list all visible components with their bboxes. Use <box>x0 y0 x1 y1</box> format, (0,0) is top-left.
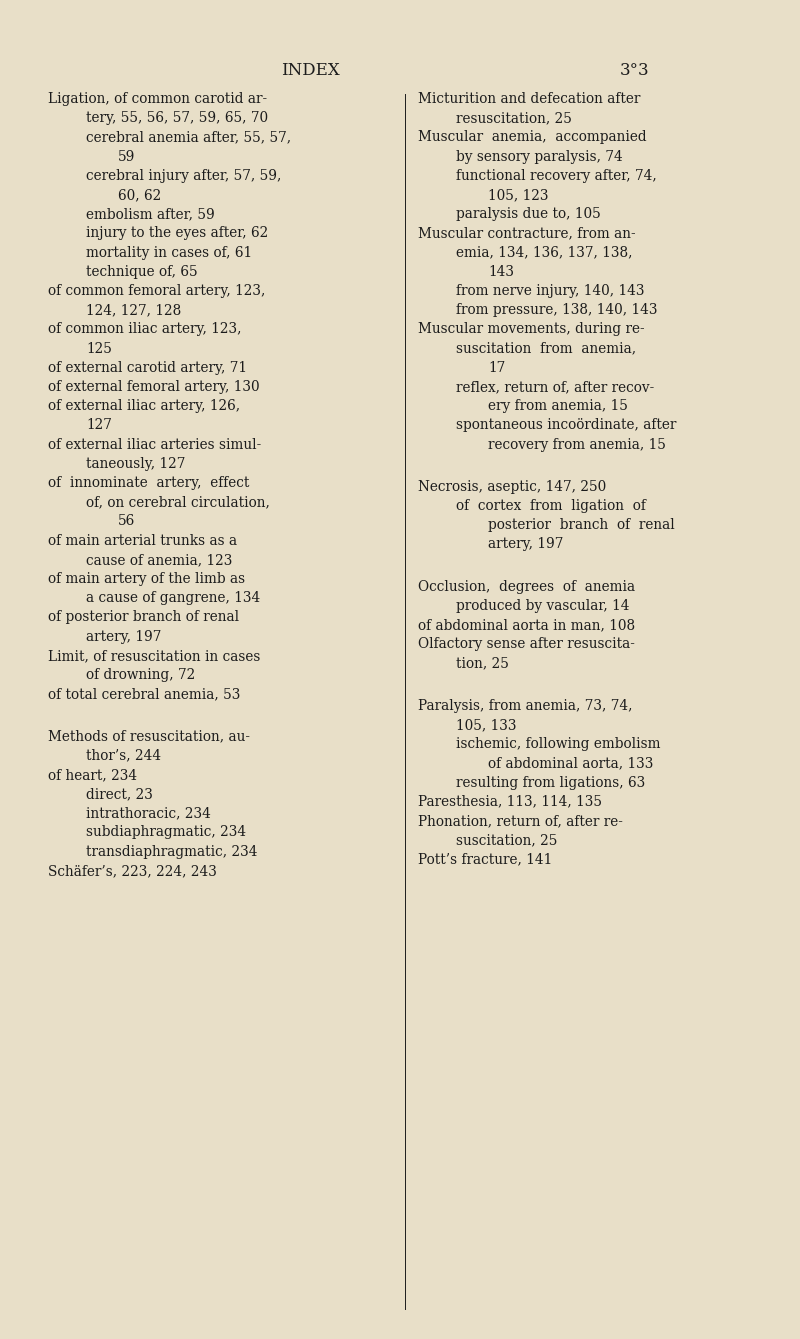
Text: resulting from ligations, 63: resulting from ligations, 63 <box>456 775 646 790</box>
Text: injury to the eyes after, 62: injury to the eyes after, 62 <box>86 226 268 241</box>
Text: ery from anemia, 15: ery from anemia, 15 <box>488 399 628 414</box>
Text: 127: 127 <box>86 418 112 432</box>
Text: 60, 62: 60, 62 <box>118 187 162 202</box>
Text: of external iliac arteries simul-: of external iliac arteries simul- <box>48 438 262 451</box>
Text: Paresthesia, 113, 114, 135: Paresthesia, 113, 114, 135 <box>418 795 602 809</box>
Text: tion, 25: tion, 25 <box>456 656 509 671</box>
Text: paralysis due to, 105: paralysis due to, 105 <box>456 208 601 221</box>
Text: recovery from anemia, 15: recovery from anemia, 15 <box>488 438 666 451</box>
Text: suscitation, 25: suscitation, 25 <box>456 833 558 848</box>
Text: 124, 127, 128: 124, 127, 128 <box>86 303 182 317</box>
Text: of abdominal aorta, 133: of abdominal aorta, 133 <box>488 757 654 770</box>
Text: of common iliac artery, 123,: of common iliac artery, 123, <box>48 323 242 336</box>
Text: spontaneous incoördinate, after: spontaneous incoördinate, after <box>456 418 676 432</box>
Text: of total cerebral anemia, 53: of total cerebral anemia, 53 <box>48 687 240 702</box>
Text: embolism after, 59: embolism after, 59 <box>86 208 214 221</box>
Text: cerebral anemia after, 55, 57,: cerebral anemia after, 55, 57, <box>86 130 291 145</box>
Text: of heart, 234: of heart, 234 <box>48 767 137 782</box>
Text: cerebral injury after, 57, 59,: cerebral injury after, 57, 59, <box>86 169 282 183</box>
Text: mortality in cases of, 61: mortality in cases of, 61 <box>86 245 252 260</box>
Text: suscitation  from  anemia,: suscitation from anemia, <box>456 341 636 356</box>
Text: of main artery of the limb as: of main artery of the limb as <box>48 572 245 586</box>
Text: Muscular movements, during re-: Muscular movements, during re- <box>418 323 645 336</box>
Text: of abdominal aorta in man, 108: of abdominal aorta in man, 108 <box>418 619 635 632</box>
Text: Phonation, return of, after re-: Phonation, return of, after re- <box>418 814 623 828</box>
Text: INDEX: INDEX <box>281 62 339 79</box>
Text: 17: 17 <box>488 360 506 375</box>
Text: technique of, 65: technique of, 65 <box>86 265 198 279</box>
Text: ischemic, following embolism: ischemic, following embolism <box>456 738 661 751</box>
Text: posterior  branch  of  renal: posterior branch of renal <box>488 518 674 532</box>
Text: 105, 133: 105, 133 <box>456 718 517 732</box>
Text: thor’s, 244: thor’s, 244 <box>86 749 161 763</box>
Text: emia, 134, 136, 137, 138,: emia, 134, 136, 137, 138, <box>456 245 633 260</box>
Text: Necrosis, aseptic, 147, 250: Necrosis, aseptic, 147, 250 <box>418 479 606 494</box>
Text: from nerve injury, 140, 143: from nerve injury, 140, 143 <box>456 284 645 299</box>
Text: of  innominate  artery,  effect: of innominate artery, effect <box>48 475 250 490</box>
Text: functional recovery after, 74,: functional recovery after, 74, <box>456 169 657 183</box>
Text: of drowning, 72: of drowning, 72 <box>86 668 195 682</box>
Text: of external iliac artery, 126,: of external iliac artery, 126, <box>48 399 240 414</box>
Text: by sensory paralysis, 74: by sensory paralysis, 74 <box>456 150 622 163</box>
Text: Occlusion,  degrees  of  anemia: Occlusion, degrees of anemia <box>418 580 635 593</box>
Text: resuscitation, 25: resuscitation, 25 <box>456 111 572 126</box>
Text: 105, 123: 105, 123 <box>488 187 549 202</box>
Text: of, on cerebral circulation,: of, on cerebral circulation, <box>86 495 270 509</box>
Text: Ligation, of common carotid ar-: Ligation, of common carotid ar- <box>48 92 267 106</box>
Text: cause of anemia, 123: cause of anemia, 123 <box>86 553 232 566</box>
Text: Pott’s fracture, 141: Pott’s fracture, 141 <box>418 853 552 866</box>
Text: of  cortex  from  ligation  of: of cortex from ligation of <box>456 499 646 513</box>
Text: Paralysis, from anemia, 73, 74,: Paralysis, from anemia, 73, 74, <box>418 699 633 712</box>
Text: Muscular contracture, from an-: Muscular contracture, from an- <box>418 226 636 241</box>
Text: of posterior branch of renal: of posterior branch of renal <box>48 611 239 624</box>
Text: of external femoral artery, 130: of external femoral artery, 130 <box>48 380 260 394</box>
Text: 143: 143 <box>488 265 514 279</box>
Text: Limit, of resuscitation in cases: Limit, of resuscitation in cases <box>48 649 260 663</box>
Text: tery, 55, 56, 57, 59, 65, 70: tery, 55, 56, 57, 59, 65, 70 <box>86 111 268 126</box>
Text: artery, 197: artery, 197 <box>86 629 162 644</box>
Text: from pressure, 138, 140, 143: from pressure, 138, 140, 143 <box>456 303 658 317</box>
Text: of common femoral artery, 123,: of common femoral artery, 123, <box>48 284 266 299</box>
Text: subdiaphragmatic, 234: subdiaphragmatic, 234 <box>86 825 246 840</box>
Text: Muscular  anemia,  accompanied: Muscular anemia, accompanied <box>418 130 646 145</box>
Text: taneously, 127: taneously, 127 <box>86 457 186 471</box>
Text: artery, 197: artery, 197 <box>488 537 563 552</box>
Text: Olfactory sense after resuscita-: Olfactory sense after resuscita- <box>418 637 635 651</box>
Text: Micturition and defecation after: Micturition and defecation after <box>418 92 640 106</box>
Text: of main arterial trunks as a: of main arterial trunks as a <box>48 534 237 548</box>
Text: intrathoracic, 234: intrathoracic, 234 <box>86 806 211 821</box>
Text: transdiaphragmatic, 234: transdiaphragmatic, 234 <box>86 845 258 858</box>
Text: a cause of gangrene, 134: a cause of gangrene, 134 <box>86 592 260 605</box>
Text: of external carotid artery, 71: of external carotid artery, 71 <box>48 360 247 375</box>
Text: Schäfer’s, 223, 224, 243: Schäfer’s, 223, 224, 243 <box>48 864 217 878</box>
Text: reflex, return of, after recov-: reflex, return of, after recov- <box>456 380 654 394</box>
Text: produced by vascular, 14: produced by vascular, 14 <box>456 599 630 613</box>
Text: 56: 56 <box>118 514 135 529</box>
Text: 125: 125 <box>86 341 112 356</box>
Text: 59: 59 <box>118 150 135 163</box>
Text: Methods of resuscitation, au-: Methods of resuscitation, au- <box>48 730 250 743</box>
Text: 3°3: 3°3 <box>620 62 650 79</box>
Text: direct, 23: direct, 23 <box>86 787 153 801</box>
